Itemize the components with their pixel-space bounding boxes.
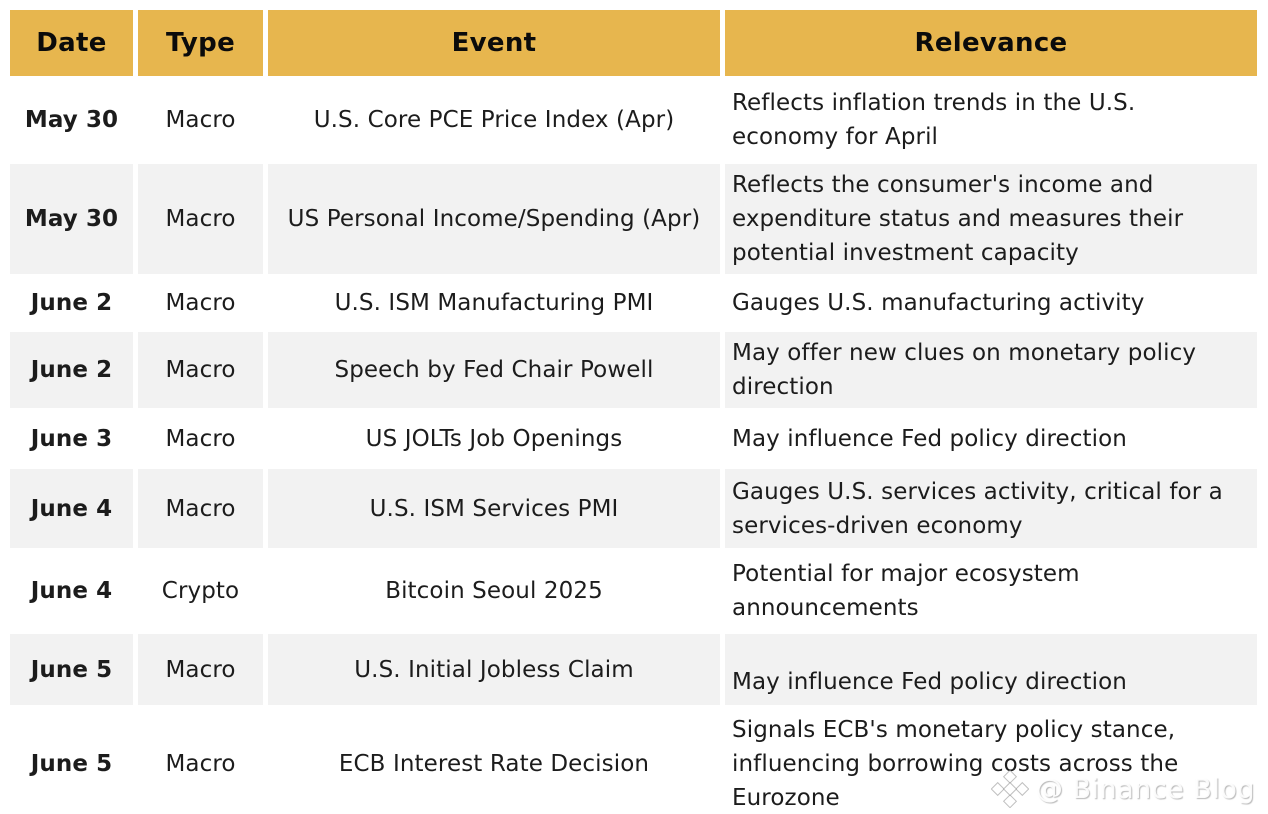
event-cell: U.S. Core PCE Price Index (Apr) xyxy=(268,80,720,160)
event-cell: Speech by Fed Chair Powell xyxy=(268,332,720,408)
relevance-cell: Reflects the consumer's income and expen… xyxy=(725,164,1257,274)
column-header-relevance: Relevance xyxy=(725,10,1257,76)
date-cell: June 5 xyxy=(10,709,133,814)
relevance-cell: May offer new clues on monetary policy d… xyxy=(725,332,1257,408)
relevance-cell: Potential for major ecosystem announceme… xyxy=(725,552,1257,630)
date-cell: June 2 xyxy=(10,278,133,328)
relevance-cell: Gauges U.S. manufacturing activity xyxy=(725,278,1257,328)
event-cell: US JOLTs Job Openings xyxy=(268,412,720,465)
table-row: June 4 Macro U.S. ISM Services PMI Gauge… xyxy=(10,469,1257,548)
relevance-cell: Signals ECB's monetary policy stance, in… xyxy=(725,709,1257,814)
relevance-cell: Reflects inflation trends in the U.S. ec… xyxy=(725,80,1257,160)
event-cell: U.S. Initial Jobless Claim xyxy=(268,634,720,705)
event-cell: U.S. ISM Services PMI xyxy=(268,469,720,548)
type-cell: Crypto xyxy=(138,552,263,630)
type-cell: Macro xyxy=(138,469,263,548)
type-cell: Macro xyxy=(138,164,263,274)
event-cell: ECB Interest Rate Decision xyxy=(268,709,720,814)
type-cell: Macro xyxy=(138,412,263,465)
date-cell: June 2 xyxy=(10,332,133,408)
table-row: June 5 Macro U.S. Initial Jobless Claim … xyxy=(10,634,1257,705)
date-cell: May 30 xyxy=(10,80,133,160)
table-row: June 2 Macro U.S. ISM Manufacturing PMI … xyxy=(10,278,1257,328)
date-cell: May 30 xyxy=(10,164,133,274)
type-cell: Macro xyxy=(138,278,263,328)
column-header-date: Date xyxy=(10,10,133,76)
type-cell: Macro xyxy=(138,709,263,814)
event-cell: U.S. ISM Manufacturing PMI xyxy=(268,278,720,328)
table-row: June 2 Macro Speech by Fed Chair Powell … xyxy=(10,332,1257,408)
date-cell: June 5 xyxy=(10,634,133,705)
date-cell: June 4 xyxy=(10,552,133,630)
table-header: Date Type Event Relevance xyxy=(10,10,1257,76)
table-row: May 30 Macro US Personal Income/Spending… xyxy=(10,164,1257,274)
date-cell: June 3 xyxy=(10,412,133,465)
column-header-type: Type xyxy=(138,10,263,76)
table-row: June 3 Macro US JOLTs Job Openings May i… xyxy=(10,412,1257,465)
header-row: Date Type Event Relevance xyxy=(10,10,1257,76)
relevance-cell: May influence Fed policy direction xyxy=(725,412,1257,465)
type-cell: Macro xyxy=(138,634,263,705)
table-row: May 30 Macro U.S. Core PCE Price Index (… xyxy=(10,80,1257,160)
type-cell: Macro xyxy=(138,332,263,408)
relevance-cell: May influence Fed policy direction xyxy=(725,634,1257,705)
table-row: June 5 Macro ECB Interest Rate Decision … xyxy=(10,709,1257,814)
relevance-cell: Gauges U.S. services activity, critical … xyxy=(725,469,1257,548)
type-cell: Macro xyxy=(138,80,263,160)
column-header-event: Event xyxy=(268,10,720,76)
table-body: May 30 Macro U.S. Core PCE Price Index (… xyxy=(10,80,1257,814)
table-row: June 4 Crypto Bitcoin Seoul 2025 Potenti… xyxy=(10,552,1257,630)
date-cell: June 4 xyxy=(10,469,133,548)
event-cell: US Personal Income/Spending (Apr) xyxy=(268,164,720,274)
events-table: Date Type Event Relevance May 30 Macro U… xyxy=(5,6,1262,814)
event-cell: Bitcoin Seoul 2025 xyxy=(268,552,720,630)
